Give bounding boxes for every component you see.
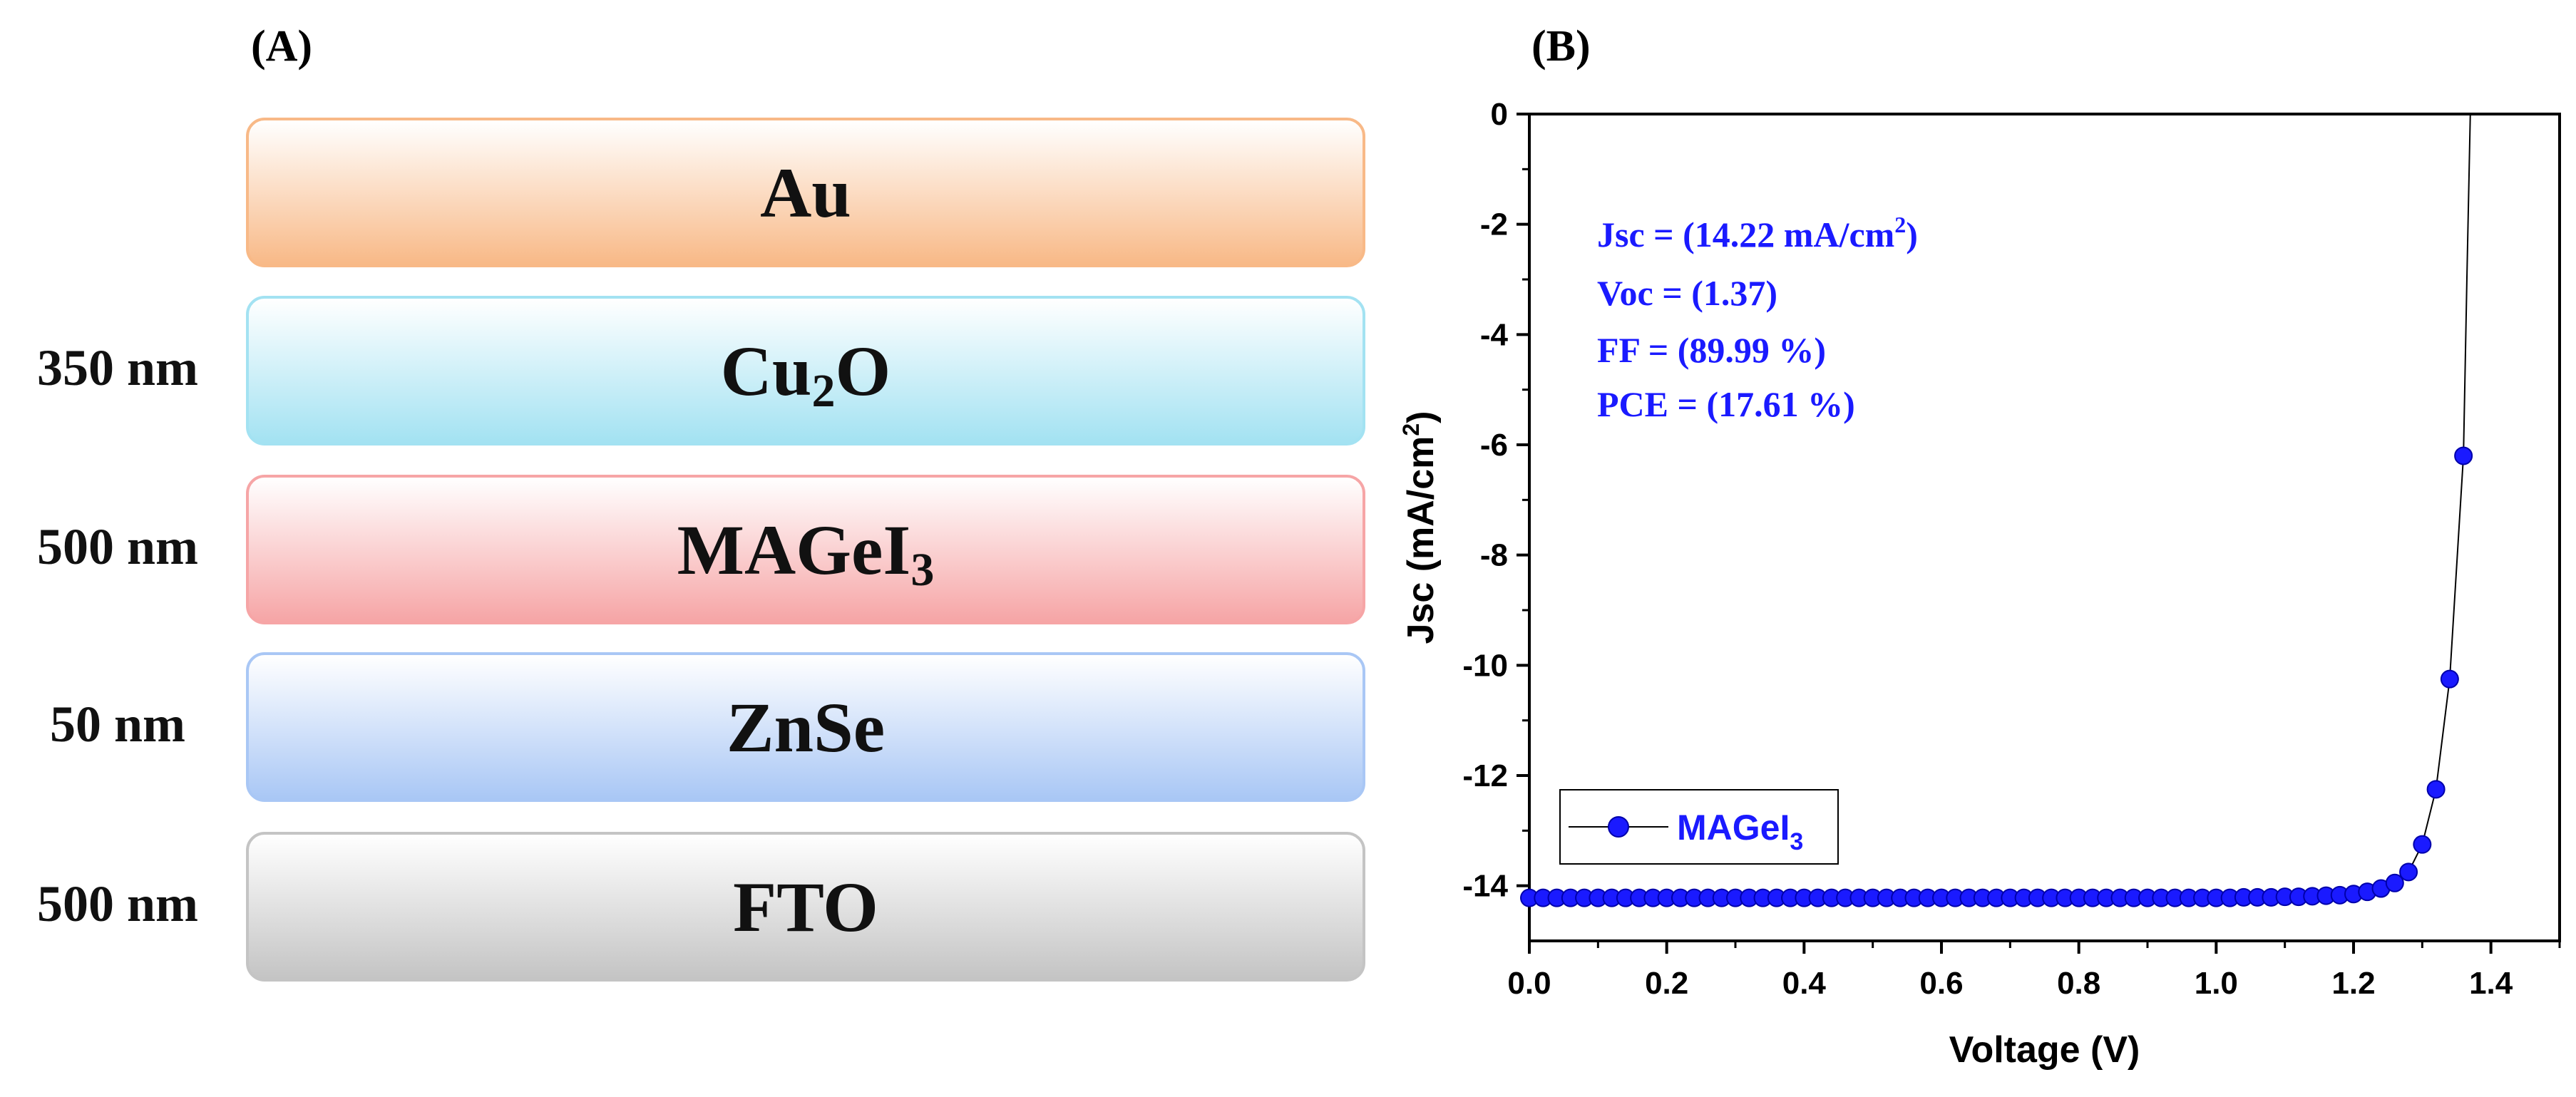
layer-thickness: 500 nm (36, 875, 199, 932)
data-point (2399, 862, 2418, 882)
x-tick-label: 1.2 (2331, 966, 2375, 1001)
layer-suffix: O (835, 331, 891, 411)
x-tick-label: 0.8 (2057, 966, 2100, 1001)
y-tick-label: 0 (1491, 97, 1508, 132)
layer-fto: FTO (246, 832, 1365, 982)
layer-thickness: 500 nm (36, 518, 199, 575)
layer-label: ZnSe (727, 686, 885, 768)
annotation-voc: Voc = (1.37) (1597, 273, 1778, 313)
y-tick-label: -12 (1462, 758, 1508, 793)
x-tick-label: 0.0 (1507, 966, 1551, 1001)
layer-name: ZnSe (726, 687, 886, 767)
x-tick-label: 1.0 (2195, 966, 2238, 1001)
annotation-jsc-suffix: ) (1906, 215, 1918, 254)
legend-marker (1608, 816, 1629, 838)
annotation-jsc-sup: 2 (1894, 212, 1907, 237)
y-axis-title: Jsc (mA/cm2) (1398, 411, 1442, 644)
layer-label: Au (760, 152, 851, 234)
x-tick-label: 0.2 (1645, 966, 1688, 1001)
legend-label-sub: 3 (1790, 828, 1803, 855)
data-point (2426, 780, 2446, 799)
y-axis-title-sup: 2 (1398, 423, 1424, 436)
x-axis-title: Voltage (V) (1949, 1029, 2140, 1071)
legend-label: MAGeI3 (1677, 808, 1803, 855)
y-tick-label: -14 (1462, 869, 1508, 904)
layer-thickness: 350 nm (36, 339, 199, 396)
annotation-pce: PCE = (17.61 %) (1597, 384, 1855, 424)
data-point (2413, 835, 2432, 854)
layer-label: MAGeI3 (677, 509, 935, 594)
panel-a-label: (A) (251, 22, 313, 71)
data-point (2385, 873, 2404, 892)
annotation-ff: FF = (89.99 %) (1597, 330, 1827, 370)
y-axis-title-suffix: ) (1400, 411, 1442, 423)
layer-au: Au (246, 118, 1365, 267)
annotation-jsc-prefix: Jsc = (14.22 mA/cm (1597, 215, 1895, 254)
y-tick-label: -8 (1480, 538, 1508, 573)
layer-znse: ZnSe (246, 652, 1365, 802)
x-tick-label: 0.4 (1782, 966, 1827, 1001)
legend-label-main: MAGeI (1677, 808, 1790, 848)
layer-name: FTO (733, 867, 878, 947)
layer-name: MAGeI (677, 510, 911, 589)
layer-label: FTO (733, 866, 878, 948)
layer-thickness: 50 nm (49, 696, 186, 753)
y-tick-label: -4 (1480, 317, 1509, 352)
x-tick-label: 1.4 (2469, 966, 2513, 1001)
data-point (2454, 446, 2473, 465)
layer-subscript: 3 (910, 543, 935, 596)
panel-b-label: (B) (1531, 22, 1591, 71)
layer-cu: Cu2O (246, 296, 1365, 446)
data-point (2440, 669, 2459, 689)
layer-name: Au (760, 153, 851, 232)
y-tick-label: -2 (1480, 207, 1508, 242)
layer-label: Cu2O (720, 330, 891, 415)
y-tick-label: -6 (1480, 428, 1508, 463)
y-tick-label: -10 (1462, 648, 1508, 683)
annotation-jsc: Jsc = (14.22 mA/cm2) (1597, 212, 1918, 255)
layer-magei: MAGeI3 (246, 475, 1365, 624)
plot-frame (1528, 113, 2561, 942)
layer-subscript: 2 (811, 364, 836, 417)
y-axis-title-main: Jsc (mA/cm (1400, 436, 1442, 644)
layer-name: Cu (720, 331, 812, 411)
x-tick-label: 0.6 (1919, 966, 1963, 1001)
